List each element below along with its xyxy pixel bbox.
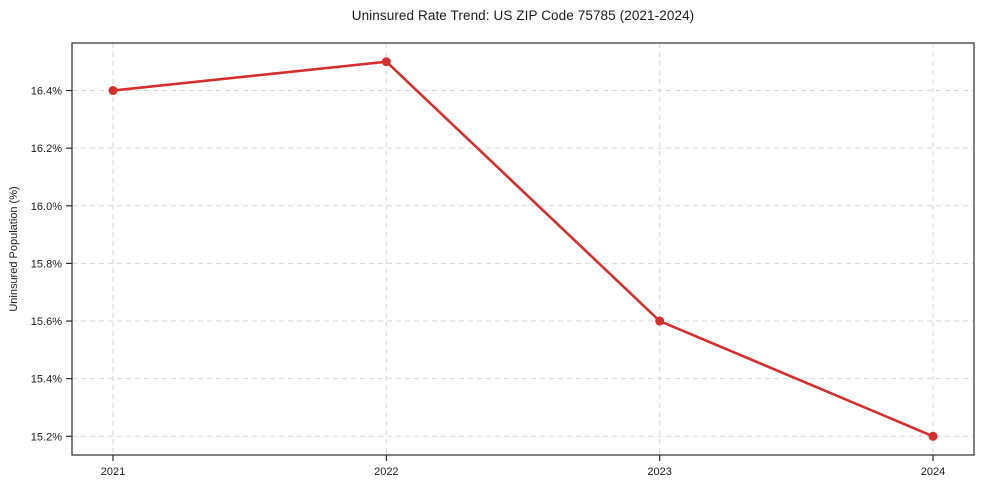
chart-title: Uninsured Rate Trend: US ZIP Code 75785 … [351, 8, 695, 23]
x-tick-label: 2024 [921, 466, 945, 478]
x-tick-label: 2021 [101, 466, 125, 478]
trend-line [111, 60, 935, 438]
y-tick-label: 15.6% [31, 316, 62, 328]
data-point [108, 86, 118, 96]
x-tick-label: 2022 [374, 466, 398, 478]
y-tick-label: 16.0% [31, 201, 62, 213]
y-tick-label: 15.4% [31, 374, 62, 386]
y-tick-label: 16.4% [31, 86, 62, 98]
y-tick-label: 16.2% [31, 143, 62, 155]
x-tick-label: 2023 [647, 466, 671, 478]
y-tick-label: 15.8% [31, 258, 62, 270]
axes-frame [71, 42, 975, 456]
data-point [928, 431, 938, 441]
data-point [655, 316, 665, 326]
y-tick-label: 15.2% [31, 431, 62, 443]
data-point [381, 57, 391, 67]
